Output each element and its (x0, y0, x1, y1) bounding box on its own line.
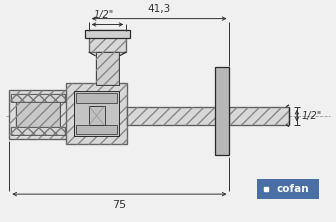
Bar (89, 106, 104, 125)
Bar (89, 30, 126, 52)
Bar (66, 83, 127, 144)
Bar (85, 30, 130, 38)
Bar (127, 107, 218, 125)
Bar (74, 91, 119, 136)
Bar (96, 52, 119, 85)
Text: 1/2": 1/2" (302, 111, 322, 121)
Text: 75: 75 (112, 200, 126, 210)
Bar (11, 127, 65, 135)
Bar (229, 107, 289, 125)
Bar (11, 94, 65, 102)
Bar (127, 107, 218, 125)
Bar (9, 90, 67, 139)
Bar (16, 97, 60, 132)
Bar (76, 93, 117, 103)
Text: 41,3: 41,3 (148, 4, 171, 14)
Bar (11, 94, 65, 102)
Bar (215, 67, 229, 155)
Bar (229, 107, 289, 125)
Text: cofan: cofan (277, 184, 309, 194)
Bar (9, 90, 67, 139)
Bar (257, 179, 319, 199)
Bar (66, 83, 127, 144)
Bar (16, 97, 60, 132)
Bar (96, 52, 119, 85)
Bar (11, 127, 65, 135)
Bar (89, 30, 126, 52)
Text: 1/2": 1/2" (93, 10, 114, 20)
Bar (76, 125, 117, 134)
